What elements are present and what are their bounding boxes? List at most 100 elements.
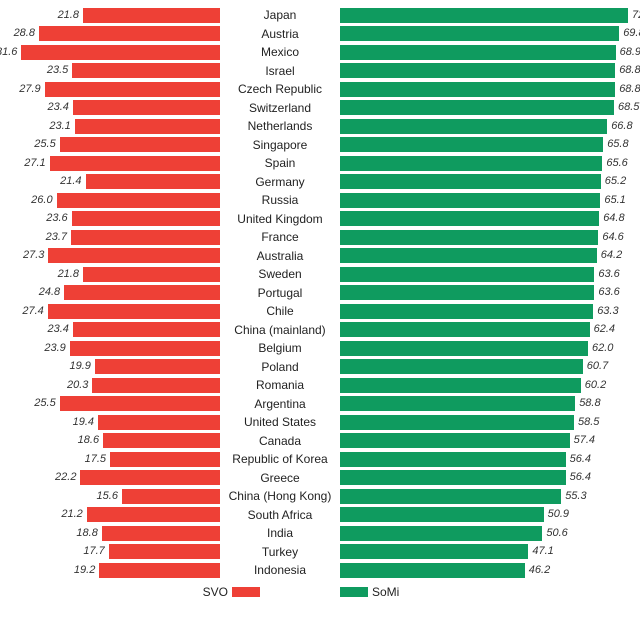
country-label: United States	[220, 415, 340, 429]
svo-value-label: 22.2	[55, 471, 76, 483]
svo-value-label: 24.8	[39, 286, 60, 298]
country-label: Portugal	[220, 286, 340, 300]
country-label: Romania	[220, 378, 340, 392]
legend-item-somi: SoMi	[340, 585, 399, 599]
somi-value-label: 46.2	[529, 564, 550, 576]
somi-value-label: 56.4	[570, 471, 591, 483]
somi-value-label: 65.2	[605, 175, 626, 187]
country-label: Switzerland	[220, 101, 340, 115]
svo-bar	[99, 563, 220, 578]
svo-value-label: 27.4	[22, 305, 43, 317]
svo-value-label: 17.5	[85, 453, 106, 465]
svo-value-label: 15.6	[97, 490, 118, 502]
svo-bar	[60, 137, 220, 152]
table-row: 23.4Switzerland68.5	[0, 99, 640, 118]
svo-value-label: 21.2	[61, 508, 82, 520]
svo-bar	[60, 396, 220, 411]
somi-bar	[340, 211, 599, 226]
somi-bar	[340, 415, 574, 430]
somi-value-label: 47.1	[532, 545, 553, 557]
svo-value-label: 23.4	[48, 101, 69, 113]
svo-bar	[87, 507, 220, 522]
somi-bar	[340, 8, 628, 23]
country-label: Chile	[220, 304, 340, 318]
table-row: 24.8 Portugal 63.6	[0, 284, 640, 303]
svo-value-label: 27.3	[23, 249, 44, 261]
somi-value-label: 72.0	[632, 9, 640, 21]
somi-value-label: 64.6	[602, 231, 623, 243]
svo-bar	[83, 8, 220, 23]
svo-bar	[48, 304, 220, 319]
country-label: Argentina	[220, 397, 340, 411]
svo-value-label: 21.8	[58, 9, 79, 21]
country-label: China (Hong Kong)	[220, 489, 340, 503]
somi-bar	[340, 452, 566, 467]
somi-bar	[340, 230, 598, 245]
svo-value-label: 27.1	[24, 157, 45, 169]
svo-value-label: 28.8	[14, 27, 35, 39]
svo-bar	[73, 100, 220, 115]
svo-bar	[45, 82, 220, 97]
somi-bar	[340, 174, 601, 189]
svo-value-label: 25.5	[34, 397, 55, 409]
table-row: 17.7Turkey47.1	[0, 543, 640, 562]
somi-bar	[340, 156, 602, 171]
somi-bar	[340, 563, 525, 578]
country-label: Mexico	[220, 45, 340, 59]
country-label: South Africa	[220, 508, 340, 522]
legend-somi-label: SoMi	[372, 585, 399, 599]
country-label: France	[220, 230, 340, 244]
country-label: Netherlands	[220, 119, 340, 133]
svo-bar	[122, 489, 220, 504]
svo-value-label: 23.5	[47, 64, 68, 76]
table-row: 23.4China (mainland)62.4	[0, 321, 640, 340]
svo-bar	[110, 452, 220, 467]
svo-value-label: 31.6	[0, 46, 17, 58]
somi-bar	[340, 63, 615, 78]
svo-bar	[80, 470, 220, 485]
svo-value-label: 23.7	[46, 231, 67, 243]
somi-value-label: 60.7	[587, 360, 608, 372]
country-label: Russia	[220, 193, 340, 207]
svo-value-label: 19.2	[74, 564, 95, 576]
somi-bar	[340, 489, 561, 504]
somi-value-label: 65.1	[604, 194, 625, 206]
somi-bar	[340, 507, 544, 522]
table-row: 27.1Spain65.6	[0, 154, 640, 173]
svo-bar	[64, 285, 220, 300]
country-label: Spain	[220, 156, 340, 170]
somi-bar	[340, 470, 566, 485]
somi-value-label: 62.4	[594, 323, 615, 335]
svo-value-label: 18.6	[78, 434, 99, 446]
somi-value-label: 63.3	[597, 305, 618, 317]
country-label: Belgium	[220, 341, 340, 355]
somi-bar	[340, 378, 581, 393]
table-row: 27.3Australia64.2	[0, 247, 640, 266]
country-label: United Kingdom	[220, 212, 340, 226]
table-row: 25.5Singapore65.8	[0, 136, 640, 155]
somi-bar	[340, 82, 615, 97]
table-row: 20.3Romania60.2	[0, 376, 640, 395]
table-row: 27.4 Chile 63.3	[0, 302, 640, 321]
svo-bar	[75, 119, 220, 134]
legend-svo-label: SVO	[203, 585, 228, 599]
country-label: Austria	[220, 27, 340, 41]
svo-bar	[102, 526, 220, 541]
somi-value-label: 65.8	[607, 138, 628, 150]
country-label: Republic of Korea	[220, 452, 340, 466]
somi-value-label: 64.8	[603, 212, 624, 224]
somi-value-label: 62.0	[592, 342, 613, 354]
svo-bar	[86, 174, 221, 189]
svo-value-label: 25.5	[34, 138, 55, 150]
somi-bar	[340, 100, 614, 115]
table-row: 25.5Argentina58.8	[0, 395, 640, 414]
somi-bar	[340, 396, 575, 411]
table-row: 23.6United Kingdom64.8	[0, 210, 640, 229]
table-row: 26.0Russia65.1	[0, 191, 640, 210]
table-row: 23.7 France 64.6	[0, 228, 640, 247]
svo-bar	[57, 193, 220, 208]
svo-value-label: 21.8	[58, 268, 79, 280]
somi-value-label: 63.6	[598, 286, 619, 298]
table-row: 22.2Greece56.4	[0, 469, 640, 488]
table-row: 21.2South Africa50.9	[0, 506, 640, 525]
